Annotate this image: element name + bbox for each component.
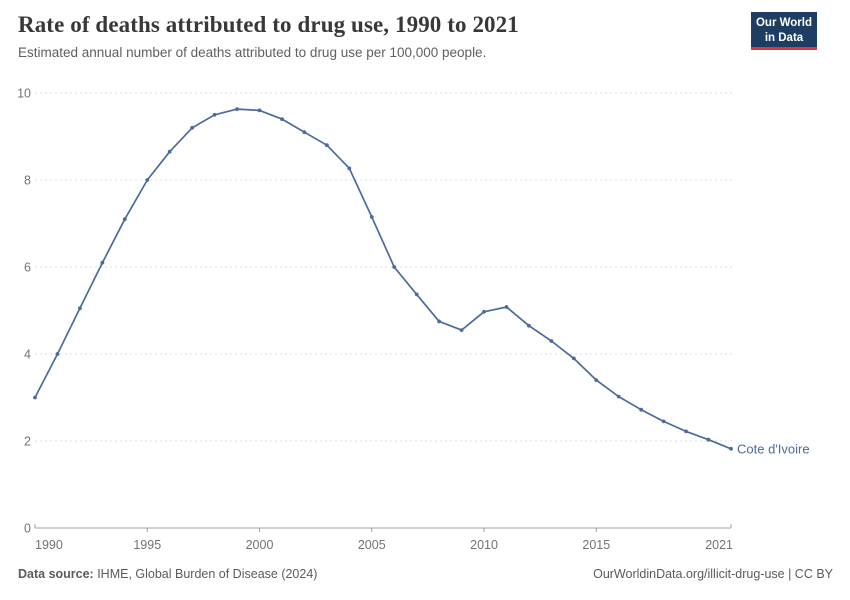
data-point-1998[interactable] (212, 112, 217, 117)
data-point-2016[interactable] (616, 394, 621, 399)
chart-header: Rate of deaths attributed to drug use, 1… (18, 12, 832, 60)
data-point-2014[interactable] (571, 356, 576, 361)
owid-logo-line1: Our World (755, 17, 812, 29)
data-point-2001[interactable] (280, 117, 284, 121)
y-axis-label-8: 8 (24, 174, 31, 188)
data-point-1994[interactable] (122, 217, 127, 222)
data-point-2011[interactable] (504, 305, 509, 309)
data-point-1990[interactable] (33, 395, 37, 400)
data-point-1992[interactable] (78, 306, 82, 311)
data-point-2020[interactable] (706, 437, 711, 442)
data-point-2007[interactable] (414, 292, 419, 297)
y-axis-label-0: 0 (24, 522, 31, 536)
data-point-2015[interactable] (594, 378, 599, 382)
owid-logo[interactable]: Our World in Data (751, 12, 817, 50)
y-axis-label-2: 2 (24, 435, 31, 449)
data-point-2000[interactable] (257, 108, 262, 113)
data-source-value: IHME, Global Burden of Disease (2024) (93, 567, 318, 581)
line-chart[interactable]: 0 2 4 6 8 10 1990 1995 2000 2005 2010 2015 2021 Cote … (0, 80, 850, 565)
data-point-2012[interactable] (527, 323, 531, 328)
series-end-label: Cote d'Ivoire (737, 441, 810, 456)
data-point-2008[interactable] (437, 319, 441, 324)
data-point-2021[interactable] (729, 446, 733, 451)
data-point-2013[interactable] (549, 339, 554, 343)
data-point-2003[interactable] (325, 143, 329, 148)
data-point-2019[interactable] (684, 429, 688, 434)
chart-subtitle: Estimated annual number of deaths attrib… (18, 45, 487, 60)
chart-footer: Data source: IHME, Global Burden of Dise… (18, 567, 833, 581)
data-point-1991[interactable] (55, 352, 60, 356)
chart-title: Rate of deaths attributed to drug use, 1… (18, 12, 519, 37)
x-axis-label-2010: 2010 (470, 538, 498, 552)
x-axis-label-1995: 1995 (133, 538, 161, 552)
data-point-1996[interactable] (167, 149, 172, 154)
data-point-2004[interactable] (347, 166, 352, 171)
y-axis-label-10: 10 (17, 87, 31, 101)
data-point-2005[interactable] (369, 215, 374, 219)
y-axis-label-4: 4 (24, 348, 31, 362)
data-point-2010[interactable] (482, 309, 486, 314)
x-axis-label-2015: 2015 (582, 538, 610, 552)
attribution-note[interactable]: OurWorldinData.org/illicit-drug-use | CC… (593, 567, 833, 581)
data-source-label: Data source: (18, 567, 94, 581)
data-point-2002[interactable] (302, 130, 307, 135)
x-axis-label-1990: 1990 (35, 538, 63, 552)
data-point-2006[interactable] (392, 265, 397, 269)
x-axis-label-2021: 2021 (705, 538, 733, 552)
series-line[interactable] (34, 108, 732, 450)
data-point-2018[interactable] (661, 419, 666, 424)
x-axis-label-2005: 2005 (358, 538, 386, 552)
data-source-note: Data source: IHME, Global Burden of Dise… (18, 567, 317, 581)
data-point-1995[interactable] (145, 178, 150, 182)
data-point-1997[interactable] (190, 125, 195, 130)
y-axis-label-6: 6 (24, 261, 31, 275)
data-point-1999[interactable] (235, 107, 240, 111)
data-point-2017[interactable] (639, 407, 644, 412)
data-point-2009[interactable] (459, 328, 464, 332)
x-axis-label-2000: 2000 (246, 538, 274, 552)
data-point-1993[interactable] (100, 260, 105, 265)
owid-logo-line2: in Data (764, 31, 804, 44)
